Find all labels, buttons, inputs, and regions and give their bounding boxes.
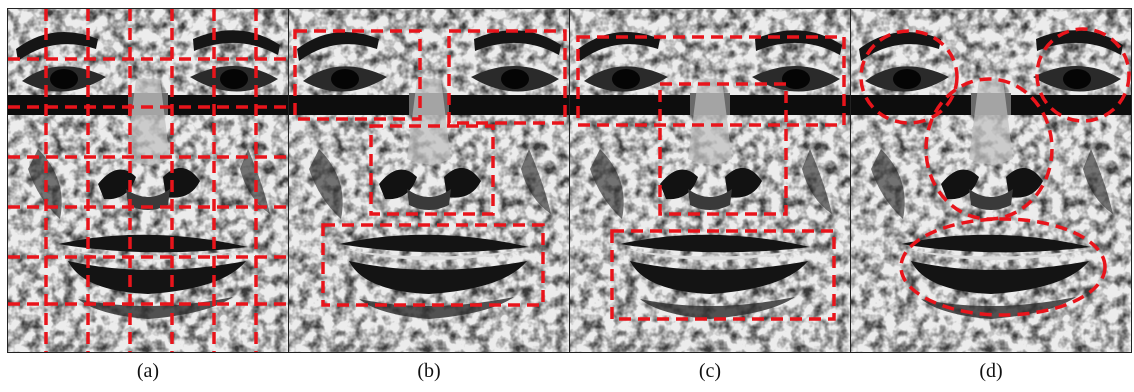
face-image-region-boxes bbox=[289, 9, 570, 353]
face-image-wide-boxes bbox=[570, 9, 851, 353]
panel-d bbox=[850, 8, 1132, 353]
mouth-box bbox=[321, 223, 545, 307]
left-eye-ellipse bbox=[859, 29, 959, 125]
nose-box bbox=[658, 82, 788, 216]
panel-b bbox=[288, 8, 570, 353]
nose-box bbox=[369, 124, 495, 216]
right-eye-box bbox=[447, 29, 567, 125]
eyes-box bbox=[576, 35, 846, 127]
panel-a bbox=[7, 8, 289, 353]
face-image-ellipses bbox=[851, 9, 1132, 353]
mouth-ellipse bbox=[899, 217, 1107, 317]
panel-c bbox=[569, 8, 851, 353]
right-eye-ellipse bbox=[1035, 27, 1131, 123]
grid-overlay bbox=[8, 9, 288, 352]
caption-a: (a) bbox=[136, 360, 160, 382]
left-eye-box bbox=[293, 29, 422, 121]
caption-c: (c) bbox=[698, 360, 722, 382]
caption-d: (d) bbox=[979, 360, 1003, 382]
face-image-grid bbox=[8, 9, 288, 352]
caption-b: (b) bbox=[417, 360, 441, 382]
mouth-box bbox=[610, 229, 836, 321]
